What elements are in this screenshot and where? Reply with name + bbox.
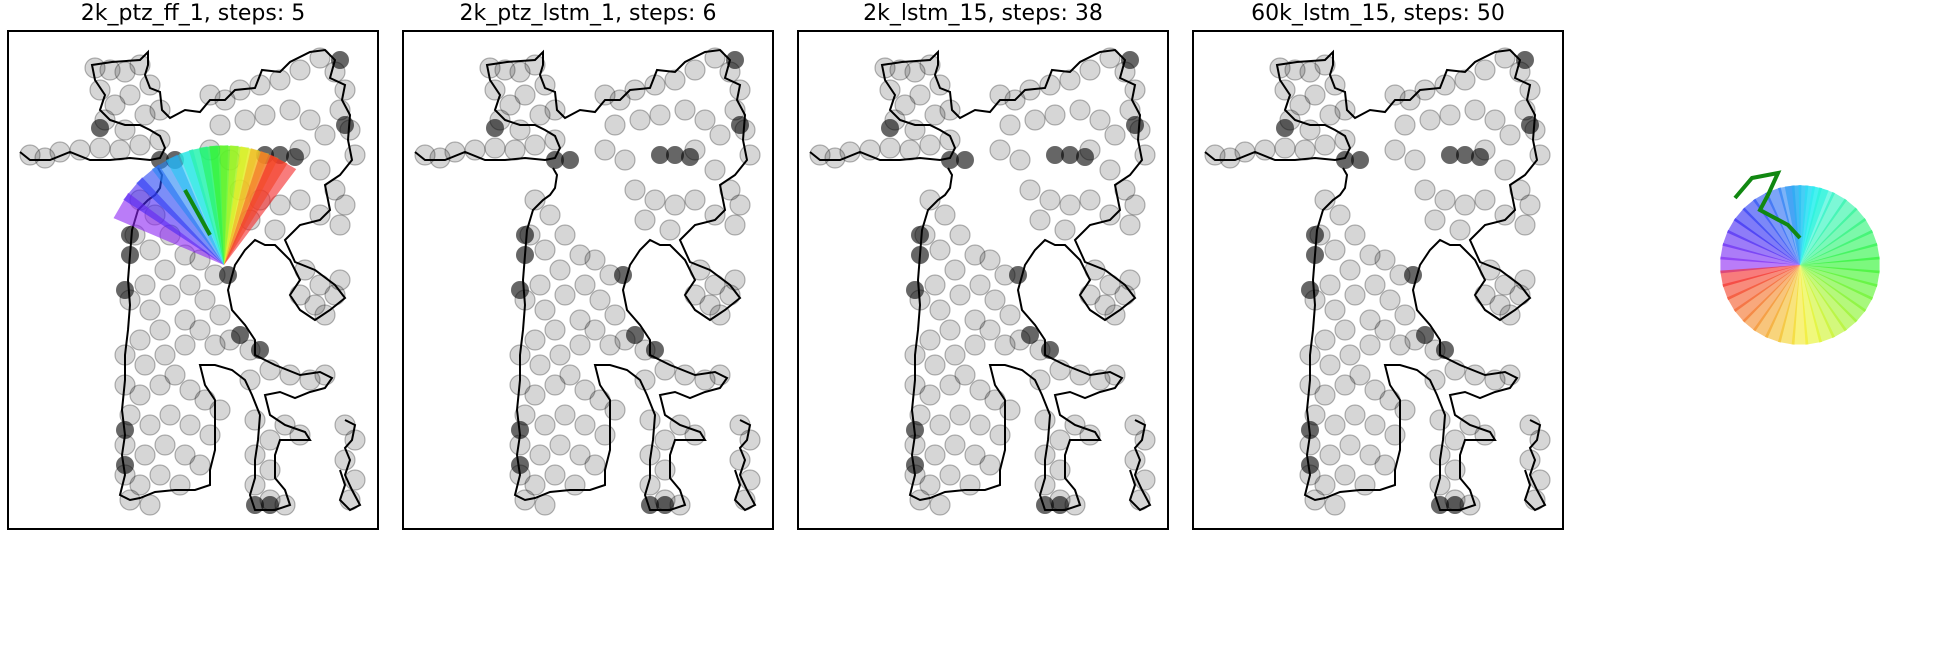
heading-wedge (1800, 265, 1874, 313)
heading-wedge (1733, 207, 1800, 265)
heading-wedge (1800, 229, 1878, 265)
heading-wedge (1726, 265, 1800, 313)
heading-wedge (123, 177, 224, 265)
panel-60k-lstm-15: 60k_lstm_15, steps: 50 (1192, 1, 1564, 530)
heading-wedge (1722, 265, 1800, 301)
orientation-fan (113, 145, 297, 265)
heading-wedge (1800, 217, 1874, 265)
agent-path (1733, 170, 1802, 240)
heading-wedge (1800, 191, 1848, 265)
heading-wedge (1800, 265, 1836, 343)
heading-wedge (1800, 265, 1867, 323)
heading-wedge (1726, 217, 1800, 265)
heading-wedge (179, 146, 224, 265)
panel-title: 60k_lstm_15, steps: 50 (1251, 1, 1505, 26)
heading-wedge (1800, 265, 1858, 332)
heading-wedge (1800, 265, 1848, 339)
heading-wedge (1752, 191, 1800, 265)
panel-title: 2k_lstm_15, steps: 38 (863, 1, 1103, 26)
heading-wedge (1800, 207, 1867, 265)
heading-wedge (1742, 265, 1800, 332)
heading-wedge (1752, 265, 1800, 339)
heading-wedge (1733, 265, 1800, 323)
panel-2k-ptz-ff-1: 2k_ptz_ff_1, steps: 5 (7, 1, 379, 530)
heading-wedge (1742, 198, 1800, 265)
orientation-fan (1720, 185, 1880, 345)
heading-wedge (1764, 187, 1800, 265)
panel-title: 2k_ptz_lstm_1, steps: 6 (460, 1, 717, 26)
heading-wedge (151, 154, 224, 265)
agent-path (183, 189, 212, 236)
heading-wedge (224, 154, 297, 265)
heading-wedge (136, 164, 224, 265)
heading-wedge (1720, 265, 1800, 288)
panel-title: 2k_ptz_ff_1, steps: 5 (81, 1, 305, 26)
panel-2k-lstm-15: 2k_lstm_15, steps: 38 (797, 1, 1880, 530)
heading-wedge (1800, 198, 1858, 265)
